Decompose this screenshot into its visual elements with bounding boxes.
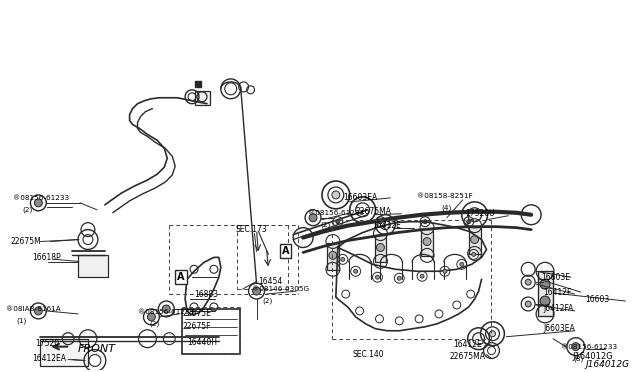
- Circle shape: [540, 279, 550, 289]
- Text: 17520: 17520: [35, 339, 60, 348]
- Text: SEC.140: SEC.140: [353, 350, 384, 359]
- Circle shape: [340, 257, 345, 262]
- Circle shape: [470, 235, 479, 244]
- Text: J6412FA: J6412FA: [543, 304, 573, 314]
- Circle shape: [309, 214, 317, 222]
- Circle shape: [378, 220, 383, 224]
- Text: (1): (1): [17, 318, 27, 324]
- Circle shape: [525, 301, 531, 307]
- Text: A: A: [177, 272, 185, 282]
- Bar: [195, 91, 210, 105]
- Circle shape: [525, 279, 531, 285]
- Circle shape: [376, 244, 385, 251]
- Circle shape: [490, 331, 495, 337]
- Bar: [374, 235, 387, 262]
- Circle shape: [472, 253, 476, 256]
- Circle shape: [163, 305, 170, 313]
- Text: 16412EA: 16412EA: [33, 354, 67, 363]
- Circle shape: [35, 307, 42, 315]
- Text: ®08156-61233: ®08156-61233: [13, 195, 68, 201]
- Text: 22675E: 22675E: [182, 310, 211, 318]
- Text: 16603EA: 16603EA: [343, 193, 377, 202]
- Circle shape: [540, 296, 550, 306]
- Text: 16454: 16454: [259, 277, 283, 286]
- Circle shape: [147, 313, 156, 321]
- Text: 16440H: 16440H: [187, 338, 217, 347]
- Bar: [468, 227, 481, 254]
- Text: J6603EA: J6603EA: [543, 324, 575, 333]
- Text: 16412E: 16412E: [453, 340, 481, 349]
- Bar: [538, 271, 553, 316]
- Bar: [182, 309, 239, 353]
- Text: 16883: 16883: [194, 289, 218, 299]
- Circle shape: [354, 269, 358, 273]
- Text: 16412F: 16412F: [543, 288, 572, 296]
- Text: 16412E: 16412E: [372, 221, 401, 230]
- Text: 22675MA: 22675MA: [450, 352, 486, 361]
- Text: ®08156-61233: ®08156-61233: [561, 344, 617, 350]
- Text: A: A: [282, 246, 289, 256]
- Text: (2): (2): [320, 221, 330, 228]
- Text: (2): (2): [149, 321, 159, 327]
- Text: ®08156-61233: ®08156-61233: [138, 309, 194, 315]
- Text: (2): (2): [22, 206, 33, 213]
- Text: J164012G: J164012G: [573, 352, 613, 361]
- Text: ®08156-61233: ®08156-61233: [308, 210, 364, 216]
- Text: ®08IAB-8161A: ®08IAB-8161A: [6, 306, 60, 312]
- Text: 22675M: 22675M: [11, 237, 42, 246]
- Text: (2): (2): [262, 298, 273, 304]
- Circle shape: [423, 238, 431, 246]
- Circle shape: [467, 220, 470, 224]
- Text: 22675MA: 22675MA: [356, 207, 392, 216]
- Circle shape: [332, 191, 340, 199]
- Circle shape: [253, 287, 260, 295]
- Circle shape: [397, 276, 401, 280]
- Text: J164012G: J164012G: [586, 360, 630, 369]
- Text: SEC.173: SEC.173: [236, 225, 268, 234]
- Text: 16618P: 16618P: [33, 253, 61, 262]
- Bar: [40, 339, 88, 366]
- Circle shape: [460, 262, 464, 266]
- Text: 16603: 16603: [585, 295, 609, 304]
- Text: 17520U: 17520U: [465, 209, 494, 218]
- Bar: [327, 243, 339, 270]
- Circle shape: [572, 343, 580, 350]
- Text: ®08146-6305G: ®08146-6305G: [252, 286, 308, 292]
- Circle shape: [336, 220, 340, 224]
- Circle shape: [35, 199, 42, 207]
- Text: (4): (4): [441, 205, 451, 211]
- Bar: [78, 256, 108, 277]
- Circle shape: [443, 269, 447, 273]
- Circle shape: [423, 220, 427, 224]
- Bar: [421, 229, 433, 256]
- Text: (8): (8): [574, 355, 584, 362]
- Bar: [195, 81, 201, 87]
- Text: FRONT: FRONT: [78, 344, 116, 354]
- Text: ®08158-8251F: ®08158-8251F: [417, 193, 473, 199]
- Text: 16603E: 16603E: [541, 273, 570, 282]
- Circle shape: [376, 275, 380, 279]
- Circle shape: [420, 274, 424, 278]
- Text: 22675F: 22675F: [182, 322, 211, 331]
- Circle shape: [329, 251, 337, 259]
